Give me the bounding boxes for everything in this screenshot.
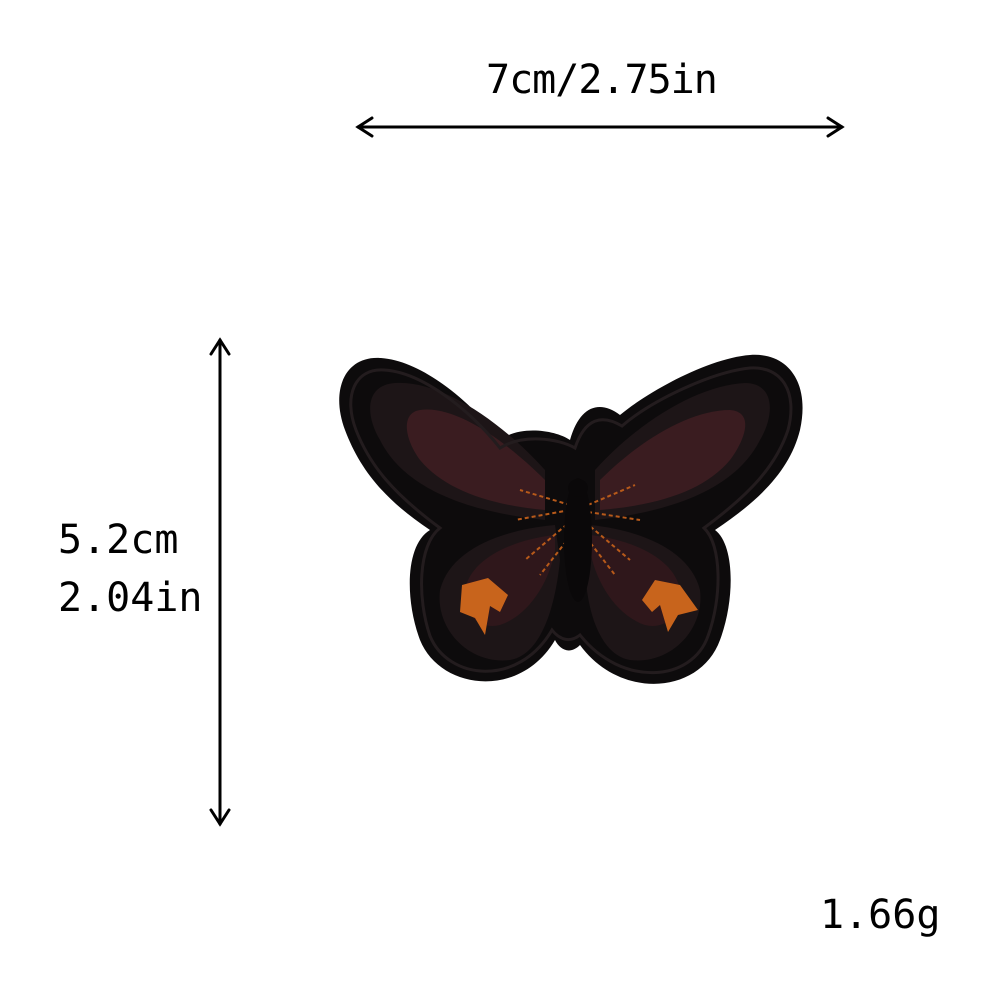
height-arrow-icon xyxy=(209,337,231,827)
butterfly-head xyxy=(568,479,588,497)
left-upper-wing-pattern xyxy=(406,409,545,510)
right-orange-spot xyxy=(642,580,698,632)
left-orange-spot xyxy=(460,578,508,635)
butterfly-patch-icon xyxy=(339,354,803,684)
height-dimension-label-in: 2.04in xyxy=(58,575,203,621)
butterfly-body xyxy=(564,478,592,602)
right-upper-wing-pattern xyxy=(600,410,746,510)
weight-label: 1.66g xyxy=(820,892,941,938)
width-dimension-label: 7cm/2.75in xyxy=(486,57,718,103)
height-dimension-label-cm: 5.2cm xyxy=(58,517,179,563)
patch-stitch-edge xyxy=(349,366,793,675)
width-arrow-icon xyxy=(355,116,845,138)
